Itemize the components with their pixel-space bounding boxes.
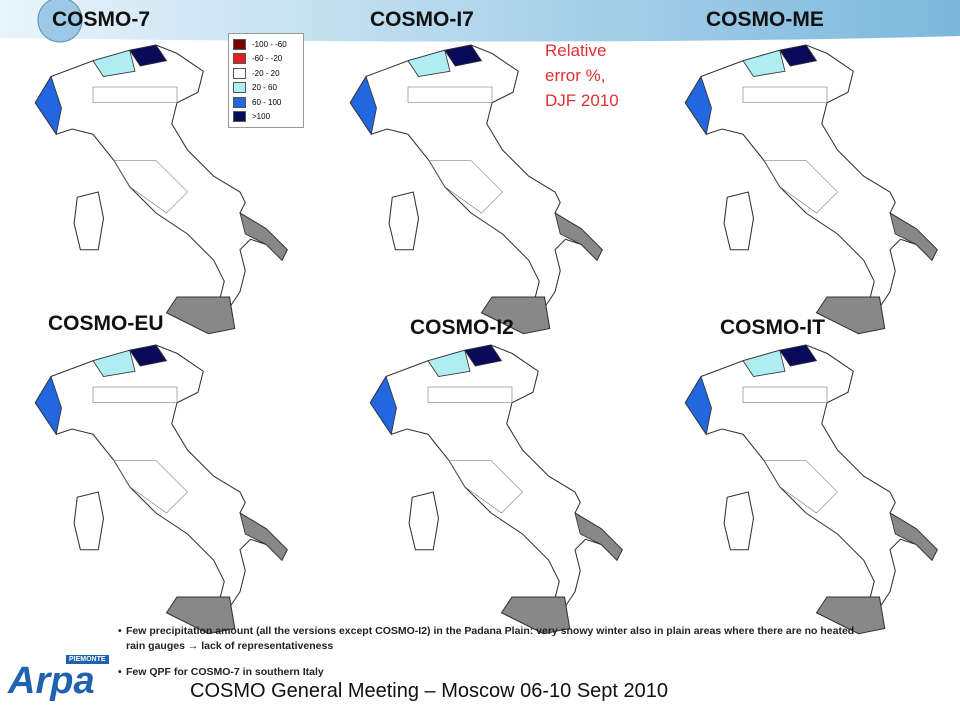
legend-label: -20 - 20: [252, 68, 280, 78]
note: Few precipitation amount (all the versio…: [118, 624, 858, 654]
annotation-line: DJF 2010: [545, 91, 619, 110]
legend-label: >100: [252, 112, 271, 122]
legend-entry: >100: [233, 110, 299, 125]
legend-swatch: [233, 82, 246, 94]
panel-title: COSMO-IT: [720, 316, 825, 339]
map: [684, 44, 938, 335]
legend-swatch: [233, 96, 246, 108]
panel-title: COSMO-EU: [48, 312, 164, 335]
panel-title: COSMO-7: [52, 8, 151, 31]
legend: -100 - -60 -60 - -20 -20 - 20 20 - 60 60 - 1…: [228, 33, 304, 128]
map: [34, 344, 288, 635]
legend-label: -100 - -60: [252, 39, 287, 49]
panel-title: COSMO-I7: [370, 8, 474, 31]
legend-label: 20 - 60: [252, 83, 277, 93]
legend-label: 60 - 100: [252, 97, 282, 107]
header-emblem: [37, 0, 83, 43]
legend-entry: -60 - -20: [233, 52, 299, 67]
header-banner: [0, 0, 960, 42]
note: Few QPF for COSMO-7 in southern Italy: [118, 665, 858, 680]
legend-swatch: [233, 53, 246, 65]
logo-region: PIEMONTE: [66, 655, 109, 664]
map: [369, 344, 623, 635]
annotation-line: Relative: [545, 41, 607, 60]
legend-swatch: [233, 38, 246, 50]
panel-title: COSMO-ME: [706, 8, 824, 31]
logo: Arpa: [8, 660, 95, 702]
legend-entry: -20 - 20: [233, 66, 299, 81]
annotation: Relative error %, DJF 2010: [545, 38, 619, 113]
legend-label: -60 - -20: [252, 54, 283, 64]
legend-swatch: [233, 111, 246, 123]
annotation-line: error %,: [545, 66, 606, 85]
legend-entry: -100 - -60: [233, 37, 299, 52]
map: [684, 344, 938, 635]
legend-entry: 20 - 60: [233, 81, 299, 96]
notes: Few precipitation amount (all the versio…: [118, 624, 858, 691]
legend-swatch: [233, 67, 246, 79]
footer: COSMO General Meeting – Moscow 06-10 Sep…: [190, 680, 669, 702]
panel-title: COSMO-I2: [410, 316, 514, 339]
legend-entry: 60 - 100: [233, 95, 299, 110]
